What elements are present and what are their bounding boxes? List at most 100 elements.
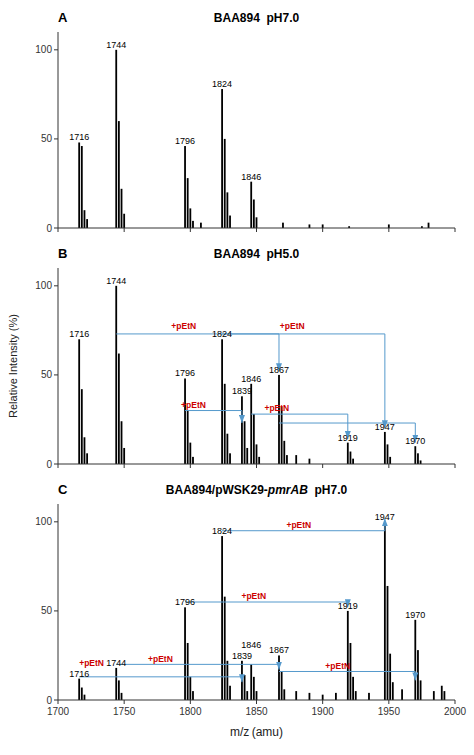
peak-bar <box>81 688 83 700</box>
y-tick-label: 100 <box>35 44 52 55</box>
arrows <box>79 518 415 682</box>
peak-label: 1846 <box>241 172 261 182</box>
peak-bar <box>250 664 252 700</box>
bars <box>78 286 421 464</box>
peak-bar <box>118 354 120 464</box>
arrow-bracket <box>116 664 279 665</box>
peak-bar <box>352 459 354 464</box>
peak-bar <box>384 522 386 700</box>
panel-label: A <box>58 10 68 25</box>
peak-label: 1796 <box>175 597 195 607</box>
peak-label: 1744 <box>106 40 126 50</box>
peak-label: 1796 <box>175 368 195 378</box>
chart-figure: 050100ABAA894 pH7.0171617441796182418460… <box>0 0 474 755</box>
peak-bar <box>444 691 446 700</box>
arrow-shaft <box>278 664 279 669</box>
title-part: BAA894/pWSK29- <box>166 483 268 497</box>
peak-bar <box>388 224 390 228</box>
y-axis-line <box>58 32 59 228</box>
title: BAA894 pH5.0 <box>214 247 300 261</box>
peak-bar <box>433 691 435 700</box>
peak-bar <box>115 50 117 228</box>
peak-bar <box>187 643 189 700</box>
y-tick <box>54 49 58 50</box>
peak-bar <box>355 691 357 700</box>
peak-bar <box>123 448 125 464</box>
x-tick <box>455 700 456 704</box>
annotation: +pEtN <box>280 321 305 331</box>
x-tick <box>256 700 257 704</box>
peak-bar <box>121 189 123 228</box>
peak-bar <box>384 432 386 464</box>
peak-bar <box>281 407 283 464</box>
peak-bar <box>226 192 228 228</box>
peak-bar <box>118 121 120 228</box>
x-tick <box>256 228 257 232</box>
x-tick-label: 1700 <box>47 706 70 717</box>
y-tick-label: 0 <box>46 695 52 706</box>
y-tick-label: 100 <box>35 280 52 291</box>
peak-bar <box>189 443 191 464</box>
x-tick <box>124 464 125 468</box>
peak-bar <box>389 654 391 700</box>
peak-bar <box>389 457 391 464</box>
y-tick-label: 50 <box>41 133 53 144</box>
x-tick <box>124 228 125 232</box>
peak-bar <box>347 611 349 700</box>
y-tick-label: 50 <box>41 605 53 616</box>
peak-label: 1716 <box>69 132 89 142</box>
x-tick-label: 1900 <box>312 706 335 717</box>
peak-bar <box>309 693 311 700</box>
peak-label: 1867 <box>269 365 289 375</box>
peak-bar <box>78 339 80 464</box>
annotation: +pEtN <box>264 403 289 413</box>
peak-label: 1947 <box>375 422 395 432</box>
y-tick <box>54 464 58 465</box>
peak-bar <box>121 421 123 464</box>
annotation: +pEtN <box>148 654 173 664</box>
x-tick <box>322 700 323 704</box>
peak-bar <box>417 453 419 464</box>
annotation: +pEtN <box>241 591 266 601</box>
peak-bar <box>115 286 117 464</box>
peak-bar <box>244 675 246 700</box>
panel: 050100BBAA894 pH5.0171617441796182418391… <box>35 246 455 470</box>
peak-bar <box>224 139 226 228</box>
annotation: +pEtN <box>181 400 206 410</box>
peak-label: 1947 <box>375 512 395 522</box>
peak-label: 1867 <box>269 645 289 655</box>
peak-bar <box>226 434 228 464</box>
peak-bar <box>256 444 258 464</box>
peak-bar <box>221 89 223 228</box>
x-tick <box>58 228 59 232</box>
peak-bar <box>286 455 288 464</box>
arrow-bracket <box>185 602 348 603</box>
x-tick <box>190 464 191 468</box>
arrow-bracket <box>279 671 415 672</box>
y-axis-line <box>58 504 59 700</box>
peak-bar <box>283 689 285 700</box>
panel-label: C <box>58 482 68 497</box>
annotation: +pEtN <box>79 658 104 668</box>
peak-label: 1919 <box>338 601 358 611</box>
peak-label: 1716 <box>69 329 89 339</box>
arrow-bracket <box>222 530 385 531</box>
peak-bar <box>417 650 419 700</box>
peak-bar <box>118 680 120 700</box>
peak-bar <box>84 695 86 700</box>
peak-bar <box>414 446 416 464</box>
peak-label: 1839 <box>232 651 252 661</box>
peak-bar <box>244 421 246 464</box>
bars <box>78 522 445 700</box>
peak-bar <box>282 223 284 228</box>
peak-bar <box>241 661 243 700</box>
arrow-shaft <box>241 411 242 423</box>
peak-bar <box>121 693 123 700</box>
peak-bar <box>283 441 285 464</box>
x-tick-label: 1850 <box>245 706 268 717</box>
peak-bar <box>352 677 354 700</box>
peak-bar <box>123 214 125 228</box>
peak-label: 1839 <box>232 386 252 396</box>
peak-bar <box>189 677 191 700</box>
peak-label: 1744 <box>106 276 126 286</box>
